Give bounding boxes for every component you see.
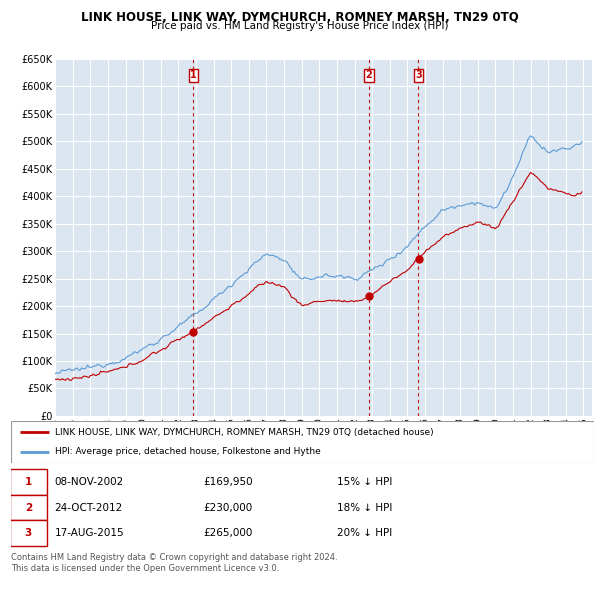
Text: 1: 1 [190, 70, 197, 80]
Text: LINK HOUSE, LINK WAY, DYMCHURCH, ROMNEY MARSH, TN29 0TQ (detached house): LINK HOUSE, LINK WAY, DYMCHURCH, ROMNEY … [55, 428, 433, 437]
Text: 15% ↓ HPI: 15% ↓ HPI [337, 477, 393, 487]
FancyBboxPatch shape [10, 495, 47, 520]
Text: £169,950: £169,950 [203, 477, 253, 487]
Text: £265,000: £265,000 [203, 528, 253, 538]
Text: HPI: Average price, detached house, Folkestone and Hythe: HPI: Average price, detached house, Folk… [55, 447, 320, 456]
Text: £230,000: £230,000 [203, 503, 253, 513]
FancyBboxPatch shape [10, 520, 47, 546]
Text: 08-NOV-2002: 08-NOV-2002 [55, 477, 124, 487]
Text: 2: 2 [365, 70, 372, 80]
Text: 20% ↓ HPI: 20% ↓ HPI [337, 528, 392, 538]
Text: 3: 3 [25, 528, 32, 538]
Text: 2: 2 [25, 503, 32, 513]
Text: 18% ↓ HPI: 18% ↓ HPI [337, 503, 393, 513]
Text: 1: 1 [25, 477, 32, 487]
FancyBboxPatch shape [10, 470, 47, 495]
Text: LINK HOUSE, LINK WAY, DYMCHURCH, ROMNEY MARSH, TN29 0TQ: LINK HOUSE, LINK WAY, DYMCHURCH, ROMNEY … [81, 11, 519, 24]
Text: 24-OCT-2012: 24-OCT-2012 [55, 503, 123, 513]
Text: 3: 3 [415, 70, 422, 80]
Text: 17-AUG-2015: 17-AUG-2015 [55, 528, 124, 538]
Text: Contains HM Land Registry data © Crown copyright and database right 2024.
This d: Contains HM Land Registry data © Crown c… [11, 553, 337, 573]
Text: Price paid vs. HM Land Registry's House Price Index (HPI): Price paid vs. HM Land Registry's House … [151, 21, 449, 31]
